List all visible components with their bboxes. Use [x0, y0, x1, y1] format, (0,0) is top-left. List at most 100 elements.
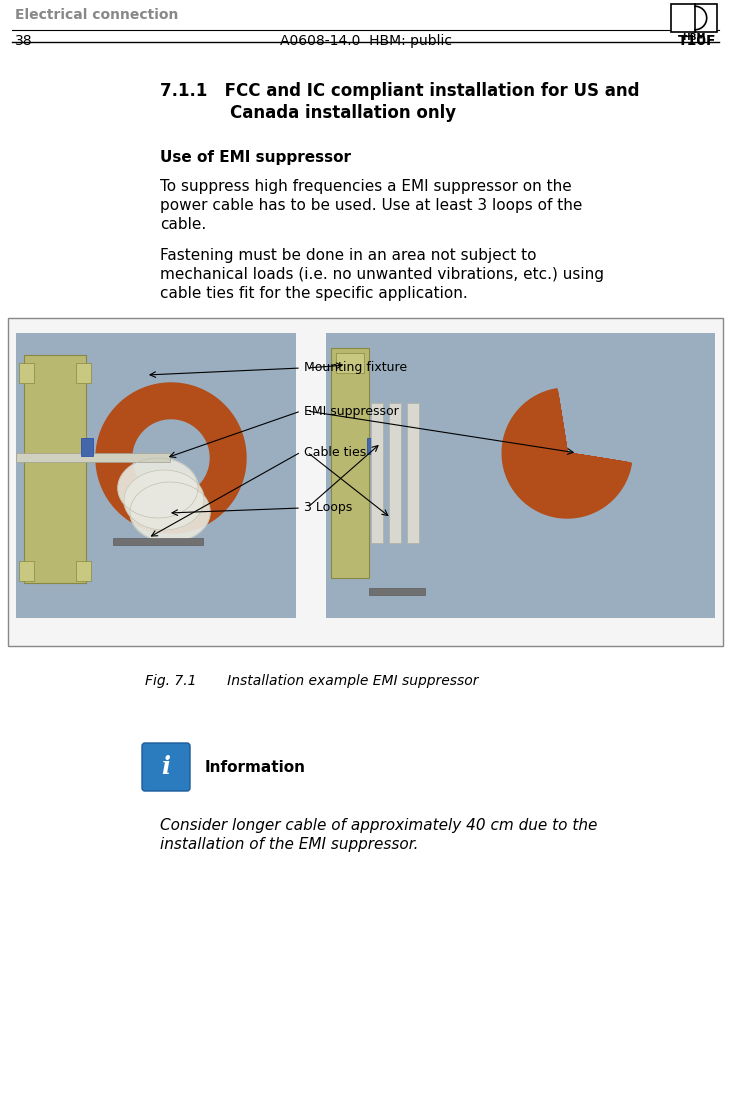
- Text: cable.: cable.: [160, 218, 206, 232]
- Polygon shape: [512, 398, 622, 509]
- Polygon shape: [123, 410, 219, 507]
- Polygon shape: [505, 392, 629, 515]
- Polygon shape: [124, 470, 204, 529]
- Polygon shape: [132, 419, 211, 498]
- Bar: [16, 333, 296, 618]
- Polygon shape: [120, 407, 221, 509]
- Text: Electrical connection: Electrical connection: [15, 8, 178, 22]
- Polygon shape: [118, 458, 198, 517]
- Text: Canada installation only: Canada installation only: [230, 104, 456, 123]
- Polygon shape: [130, 418, 211, 499]
- Polygon shape: [125, 412, 216, 503]
- Polygon shape: [113, 399, 230, 516]
- Bar: [389, 403, 401, 543]
- Text: 38: 38: [15, 34, 33, 48]
- Bar: [367, 438, 377, 454]
- Bar: [8, 318, 723, 645]
- Polygon shape: [101, 388, 241, 528]
- Bar: [331, 348, 369, 578]
- Polygon shape: [130, 482, 210, 542]
- Polygon shape: [115, 403, 227, 514]
- Polygon shape: [523, 409, 611, 498]
- Bar: [407, 403, 419, 543]
- FancyBboxPatch shape: [142, 743, 190, 791]
- Polygon shape: [527, 414, 607, 493]
- Polygon shape: [508, 394, 626, 512]
- Bar: [336, 353, 364, 373]
- Polygon shape: [524, 410, 610, 496]
- Polygon shape: [99, 385, 243, 531]
- Bar: [19, 363, 34, 383]
- Polygon shape: [116, 404, 226, 513]
- Polygon shape: [526, 411, 608, 494]
- Text: mechanical loads (i.e. no unwanted vibrations, etc.) using: mechanical loads (i.e. no unwanted vibra…: [160, 267, 604, 282]
- Text: Mounting fixture: Mounting fixture: [304, 361, 407, 374]
- Polygon shape: [126, 414, 216, 502]
- Polygon shape: [529, 415, 605, 492]
- Polygon shape: [96, 383, 246, 533]
- Polygon shape: [104, 391, 238, 525]
- Text: Consider longer cable of approximately 40 cm due to the: Consider longer cable of approximately 4…: [160, 818, 597, 833]
- Polygon shape: [519, 405, 615, 501]
- Polygon shape: [106, 393, 236, 523]
- Polygon shape: [107, 395, 235, 522]
- Polygon shape: [105, 392, 237, 524]
- Polygon shape: [515, 401, 619, 505]
- Bar: [326, 333, 715, 618]
- Polygon shape: [520, 407, 614, 500]
- Polygon shape: [102, 389, 240, 526]
- Text: power cable has to be used. Use at least 3 loops of the: power cable has to be used. Use at least…: [160, 198, 583, 213]
- Bar: [16, 453, 170, 462]
- Polygon shape: [118, 405, 224, 511]
- Polygon shape: [97, 384, 245, 532]
- Bar: [76, 363, 91, 383]
- Polygon shape: [124, 411, 218, 505]
- Polygon shape: [507, 393, 627, 514]
- Polygon shape: [133, 420, 209, 496]
- Polygon shape: [509, 396, 624, 511]
- Text: Use of EMI suppressor: Use of EMI suppressor: [160, 150, 351, 165]
- Polygon shape: [100, 387, 242, 529]
- Bar: [371, 403, 383, 543]
- Bar: [369, 587, 425, 595]
- Polygon shape: [109, 396, 233, 521]
- Bar: [19, 561, 34, 581]
- Polygon shape: [110, 397, 232, 519]
- Polygon shape: [513, 399, 621, 507]
- Text: Information: Information: [205, 759, 306, 775]
- Polygon shape: [530, 416, 605, 490]
- Polygon shape: [114, 400, 228, 515]
- Bar: [16, 333, 296, 618]
- Text: A0608-14.0  HBM: public: A0608-14.0 HBM: public: [279, 34, 452, 48]
- Polygon shape: [111, 398, 231, 517]
- Bar: [671, 4, 717, 32]
- Text: Cable ties: Cable ties: [304, 445, 366, 458]
- Text: i: i: [162, 755, 170, 779]
- Text: T10F: T10F: [678, 34, 716, 48]
- Polygon shape: [510, 397, 624, 510]
- Polygon shape: [531, 417, 603, 489]
- Polygon shape: [133, 420, 209, 496]
- Text: 3 Loops: 3 Loops: [304, 501, 352, 514]
- Bar: [81, 438, 93, 456]
- Text: To suppress high frequencies a EMI suppressor on the: To suppress high frequencies a EMI suppr…: [160, 179, 572, 194]
- Text: EMI suppressor: EMI suppressor: [304, 405, 398, 418]
- Polygon shape: [119, 406, 223, 510]
- Polygon shape: [121, 408, 221, 508]
- Polygon shape: [128, 415, 214, 501]
- Text: installation of the EMI suppressor.: installation of the EMI suppressor.: [160, 837, 419, 852]
- Text: HBM: HBM: [682, 33, 705, 42]
- Polygon shape: [516, 403, 618, 504]
- Text: 7.1.1   FCC and IC compliant installation for US and: 7.1.1 FCC and IC compliant installation …: [160, 82, 640, 100]
- Text: Fig. 7.1       Installation example EMI suppressor: Fig. 7.1 Installation example EMI suppre…: [145, 674, 479, 688]
- Polygon shape: [532, 419, 602, 488]
- Bar: [24, 354, 86, 583]
- Bar: [76, 561, 91, 581]
- Polygon shape: [502, 388, 632, 517]
- Polygon shape: [518, 404, 616, 503]
- Polygon shape: [521, 408, 613, 499]
- Polygon shape: [535, 421, 599, 485]
- Text: Fastening must be done in an area not subject to: Fastening must be done in an area not su…: [160, 248, 537, 263]
- Polygon shape: [504, 391, 630, 516]
- Polygon shape: [129, 416, 213, 500]
